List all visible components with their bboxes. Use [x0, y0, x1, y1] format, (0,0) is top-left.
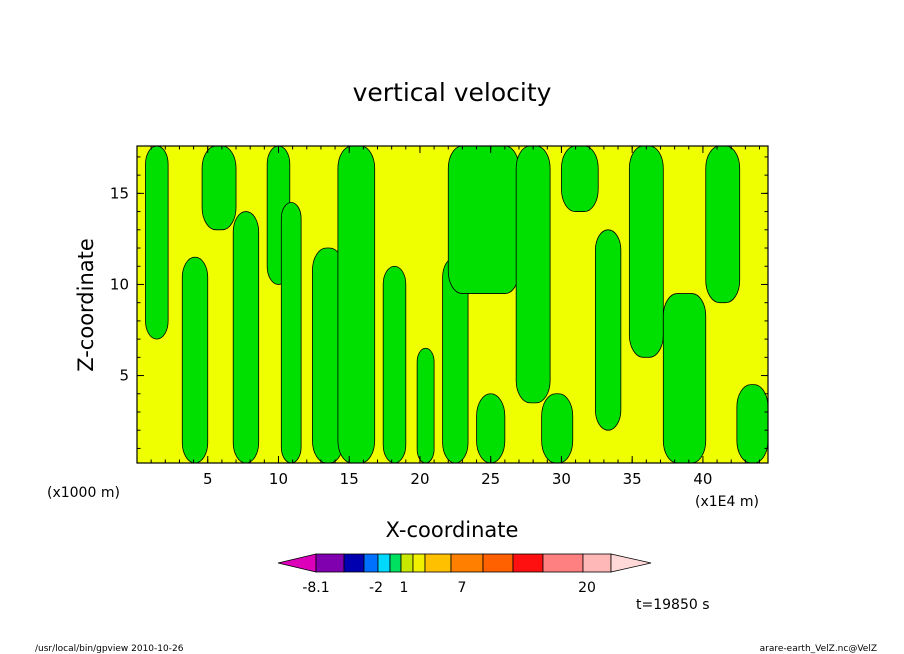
- colorbar-label: -2: [369, 580, 383, 596]
- contour-region-15: [561, 146, 599, 212]
- contour-region-9: [416, 347, 435, 463]
- colorbar-label: 1: [400, 580, 409, 596]
- contour-region-14: [541, 393, 574, 463]
- contour-region-5: [280, 202, 302, 463]
- colorbar-segment: [582, 553, 612, 573]
- contour-region-8: [382, 265, 407, 463]
- colorbar-left-arrow: [277, 553, 317, 573]
- contour-region-11: [476, 393, 506, 463]
- x-axis-units: (x1000 m): [47, 485, 120, 501]
- contour-region-19: [705, 146, 741, 304]
- time-label: t=19850 s: [636, 597, 710, 613]
- footer-right: arare-earth_VelZ.nc@VelZ: [760, 644, 877, 654]
- contour-regions: [145, 146, 768, 463]
- contour-region-7: [337, 146, 376, 463]
- colorbar-label: 7: [458, 580, 467, 596]
- footer-left: /usr/local/bin/gpview 2010-10-26: [35, 644, 184, 654]
- plot-frame: [136, 145, 769, 464]
- colorbar-label: 20: [578, 580, 596, 596]
- y-tick-label: 10: [110, 275, 129, 293]
- contour-region-2: [201, 146, 237, 231]
- x-tick-label: 35: [623, 470, 642, 488]
- x-tick-label: 10: [269, 470, 288, 488]
- x-tick-label: 40: [693, 470, 712, 488]
- y-axis: 5 10 15: [110, 156, 768, 449]
- y-axis-units: (x1E4 m): [695, 494, 759, 510]
- x-axis: 5 10 15 20 25 30 35 40: [150, 146, 761, 488]
- x-axis-label: X-coordinate: [386, 518, 519, 542]
- contour-region-18: [662, 293, 707, 463]
- y-tick-label: 5: [119, 367, 129, 385]
- colorbar-segment: [389, 553, 402, 573]
- colorbar-segment: [363, 553, 379, 573]
- contour-region-20: [736, 384, 768, 463]
- contour-region-0: [145, 146, 169, 340]
- contour-region-3: [232, 211, 260, 463]
- contour-region-12: [447, 146, 520, 294]
- contour-region-17: [628, 146, 664, 358]
- colorbar-segment: [512, 553, 544, 573]
- x-tick-label: 5: [203, 470, 213, 488]
- x-tick-label: 30: [552, 470, 571, 488]
- colorbar-segment: [400, 553, 414, 573]
- colorbar: -8.1 -2 1 7 20: [277, 553, 652, 596]
- contour-region-16: [594, 229, 622, 431]
- colorbar-segment: [482, 553, 514, 573]
- y-tick-label: 15: [110, 184, 129, 202]
- x-tick-label: 15: [340, 470, 359, 488]
- colorbar-segment: [542, 553, 584, 573]
- x-tick-label: 25: [481, 470, 500, 488]
- colorbar-segment: [412, 553, 426, 573]
- colorbar-segment: [377, 553, 391, 573]
- colorbar-label: -8.1: [302, 580, 329, 596]
- chart-title: vertical velocity: [353, 78, 552, 107]
- contour-region-13: [515, 146, 551, 404]
- contour-region-1: [181, 256, 209, 463]
- colorbar-segment: [343, 553, 365, 573]
- plot-area: [136, 145, 769, 464]
- colorbar-segment: [450, 553, 484, 573]
- colorbar-segment: [424, 553, 452, 573]
- colorbar-segment: [315, 553, 345, 573]
- y-axis-label: Z-coordinate: [74, 238, 98, 372]
- x-tick-label: 20: [410, 470, 429, 488]
- colorbar-right-arrow: [610, 553, 652, 573]
